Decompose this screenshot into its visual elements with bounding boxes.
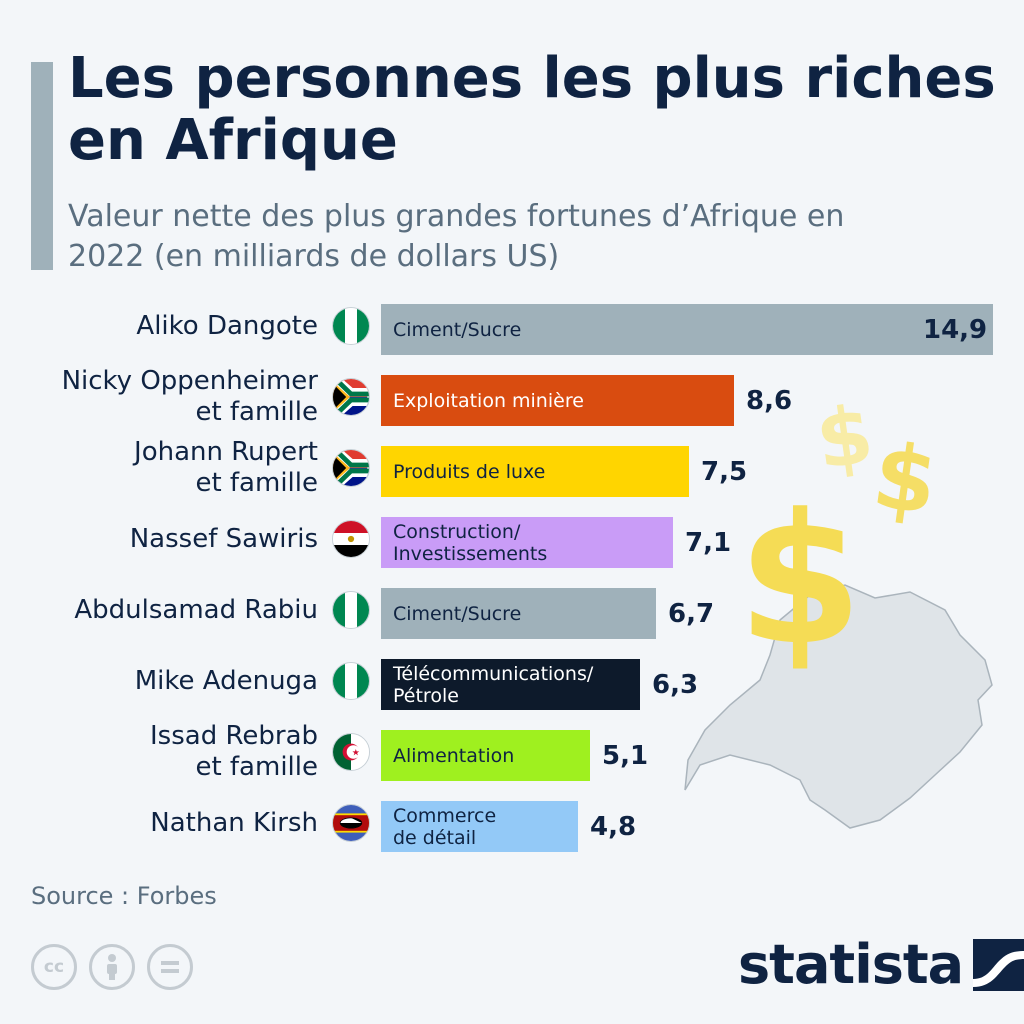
algeria-flag-icon [332, 733, 370, 771]
category-label: Mike Adenuga [134, 665, 318, 696]
dollar-sign-small-right: $ [867, 423, 944, 536]
dollar-sign-large: $ [737, 476, 862, 685]
chart-row: Abdulsamad Rabiu Ciment/Sucre 6,7 [0, 579, 1024, 641]
license-icons: cc [31, 944, 193, 990]
data-label: 4,8 [590, 811, 637, 842]
bar: Télécommunications/ Pétrole [381, 659, 640, 710]
sector-label: Télécommunications/ Pétrole [393, 662, 594, 707]
category-label: Nicky Oppenheimer et famille [61, 366, 318, 427]
data-label: 6,7 [668, 598, 715, 629]
chart-subtitle: Valeur nette des plus grandes fortunes d… [68, 199, 845, 274]
chart-row: Nassef Sawiris Construction/ Investisseme… [0, 508, 1024, 570]
sector-label: Exploitation minière [393, 389, 584, 412]
title-accent-bar [31, 62, 53, 270]
category-label: Nassef Sawiris [129, 523, 318, 554]
category-label: Johann Rupert et famille [134, 437, 318, 498]
statista-logo-icon [973, 939, 1024, 991]
nigeria-flag-icon [332, 662, 370, 700]
nigeria-flag-icon [332, 591, 370, 629]
chart-row: Johann Rupert et famille Produits de luxe… [0, 437, 1024, 499]
brand-name: statista [738, 933, 964, 996]
chart-row: Nicky Oppenheimer et famille Exploitation… [0, 366, 1024, 428]
eswatini-flag-icon [332, 804, 370, 842]
bar-chart: Aliko Dangote Ciment/Sucre 14,9 Nicky Oppen… [0, 295, 1024, 875]
egypt-flag-icon [332, 520, 370, 558]
statista-brand[interactable]: statista [738, 935, 1024, 995]
attribution-icon[interactable] [89, 944, 135, 990]
chart-title: Les personnes les plus riches en Afrique [68, 46, 996, 173]
south-africa-flag-icon [332, 449, 370, 487]
sector-label: Construction/ Investissements [393, 520, 548, 565]
source-note: Source : Forbes [31, 882, 217, 910]
sector-label: Alimentation [393, 744, 515, 767]
sector-label: Commerce de détail [393, 804, 497, 849]
data-label: 8,6 [746, 385, 793, 416]
bar: Commerce de détail [381, 801, 578, 852]
africa-money-illustration: $ $ $ [684, 388, 993, 829]
bar: Construction/ Investissements [381, 517, 673, 568]
sector-label: Ciment/Sucre [393, 602, 522, 625]
bar: Exploitation minière [381, 375, 734, 426]
chart-row: Issad Rebrab et famille Alimentation 5,1 [0, 721, 1024, 783]
category-label: Issad Rebrab et famille [150, 721, 318, 782]
chart-row: Nathan Kirsh Commerce de détail 4,8 [0, 792, 1024, 854]
data-label: 5,1 [602, 740, 649, 771]
chart-row: Aliko Dangote Ciment/Sucre 14,9 [0, 295, 1024, 357]
category-label: Aliko Dangote [136, 310, 318, 341]
category-label: Abdulsamad Rabiu [74, 594, 318, 625]
data-label: 7,5 [701, 456, 748, 487]
data-label: 14,9 [923, 314, 988, 345]
sector-label: Ciment/Sucre [393, 318, 522, 341]
no-derivatives-icon[interactable] [147, 944, 193, 990]
category-label: Nathan Kirsh [150, 807, 318, 838]
africa-map-shape [684, 584, 993, 829]
bar: Ciment/Sucre [381, 304, 993, 355]
south-africa-flag-icon [332, 378, 370, 416]
bar: Produits de luxe [381, 446, 689, 497]
creative-commons-icon[interactable]: cc [31, 944, 77, 990]
nigeria-flag-icon [332, 307, 370, 345]
bar: Alimentation [381, 730, 590, 781]
data-label: 6,3 [652, 669, 699, 700]
bar: Ciment/Sucre [381, 588, 656, 639]
chart-row: Mike Adenuga Télécommunications/ Pétrole 6… [0, 650, 1024, 712]
data-label: 7,1 [685, 527, 732, 558]
dollar-sign-small-left: $ [811, 388, 879, 488]
sector-label: Produits de luxe [393, 460, 546, 483]
